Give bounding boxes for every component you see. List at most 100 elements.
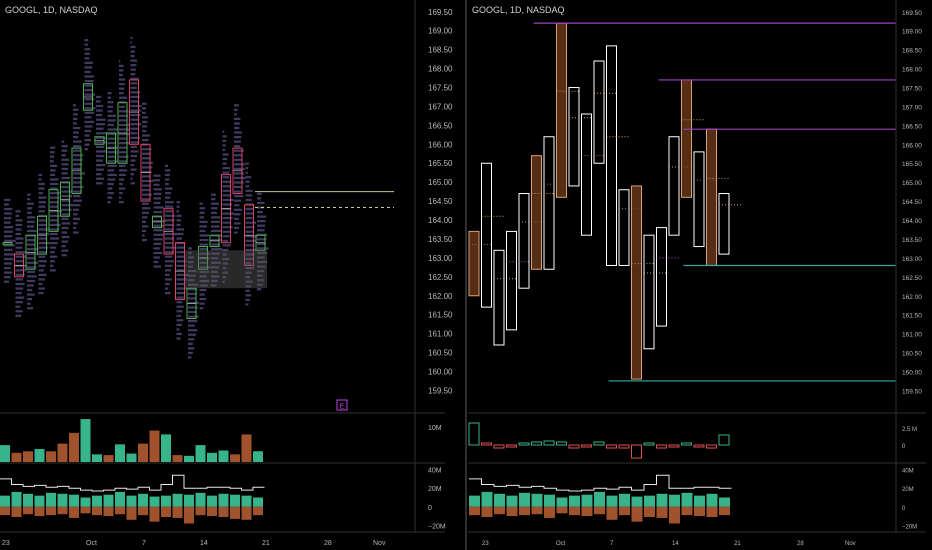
volume-profile-bar xyxy=(234,226,240,230)
y-tick-label: 168.50 xyxy=(428,46,453,55)
volume-profile-bar xyxy=(4,207,13,211)
volume-profile-bar xyxy=(245,285,252,288)
volume-profile-bar xyxy=(176,210,180,213)
volume-profile-bar xyxy=(199,298,207,301)
volume-profile-bar xyxy=(176,314,181,317)
volume-profile-bar xyxy=(142,193,152,196)
delta-bar-negative xyxy=(606,506,618,520)
volume-profile-bar xyxy=(211,284,217,287)
volume-bar xyxy=(718,434,730,446)
volume-profile-bar xyxy=(176,273,189,277)
volume-profile-bar xyxy=(73,226,77,230)
volume-profile-bar xyxy=(27,211,32,214)
volume-profile-bar xyxy=(107,155,116,158)
volume-profile-bar xyxy=(176,201,181,204)
y-tick-label: 0 xyxy=(428,505,432,512)
volume-profile-bar xyxy=(188,265,193,268)
volume-profile-bar xyxy=(245,239,257,242)
volume-profile-bar xyxy=(84,143,90,146)
volume-profile-bar xyxy=(188,256,195,259)
delta-bar-positive xyxy=(138,493,148,507)
volume-bar xyxy=(643,442,655,446)
y-tick-label: 0 xyxy=(902,444,906,450)
volume-profile-bar xyxy=(222,153,229,156)
volume-profile-bar xyxy=(50,246,57,249)
volume-profile-bar xyxy=(50,160,54,163)
volume-profile-bar xyxy=(38,287,45,290)
volume-profile-bar xyxy=(50,223,61,227)
volume-profile-bar xyxy=(84,139,92,142)
volume-profile-bar xyxy=(165,196,171,199)
volume-profile-bar xyxy=(222,139,227,142)
y-tick-label: 169.50 xyxy=(428,8,453,17)
volume-bar xyxy=(138,443,148,462)
range-box xyxy=(618,189,630,266)
volume-profile-bar xyxy=(38,219,47,222)
volume-profile-bar xyxy=(234,154,243,157)
volume-profile-bar xyxy=(61,149,68,152)
volume-profile-bar xyxy=(73,222,78,225)
volume-profile-bar xyxy=(73,185,84,189)
volume-profile-bar xyxy=(107,178,116,181)
range-box xyxy=(706,128,717,266)
volume-profile-bar xyxy=(199,284,208,287)
volume-profile-bar xyxy=(38,232,50,236)
volume-profile-bar xyxy=(130,77,139,80)
volume-profile-bar xyxy=(107,146,119,149)
volume-profile-bar xyxy=(119,178,125,181)
volume-profile-bar xyxy=(119,64,124,67)
volume-profile-bar xyxy=(107,128,118,131)
volume-profile-bar xyxy=(176,287,187,290)
volume-profile-bar xyxy=(119,110,129,113)
volume-profile-bar xyxy=(73,122,77,125)
volume-profile-bar xyxy=(50,255,58,258)
volume-profile-bar xyxy=(142,170,152,174)
delta-bar-negative xyxy=(92,506,102,516)
volume-profile-bar xyxy=(15,242,24,245)
volume-profile-bar xyxy=(245,167,249,170)
y-tick-label: 162.50 xyxy=(902,275,922,282)
volume-profile-bar xyxy=(165,210,173,213)
volume-profile-bar xyxy=(211,243,220,246)
volume-profile-bar xyxy=(245,271,252,274)
volume-profile-bar xyxy=(130,132,138,135)
volume-profile-bar xyxy=(176,228,184,231)
volume-profile-bar xyxy=(107,105,114,108)
volume-profile-bar xyxy=(15,278,24,281)
delta-bar-positive xyxy=(218,493,229,507)
volume-profile-bar xyxy=(15,296,25,299)
volume-bar xyxy=(581,444,592,448)
volume-profile-bar xyxy=(38,269,44,272)
volume-profile-bar xyxy=(15,232,22,236)
volume-bar xyxy=(23,451,33,462)
volume-profile-bar xyxy=(61,185,70,189)
delta-bar-negative xyxy=(184,506,194,524)
volume-profile-bar xyxy=(107,169,115,172)
volume-profile-bar xyxy=(234,108,238,111)
volume-profile-bar xyxy=(27,252,37,255)
volume-bar xyxy=(593,441,605,446)
volume-profile-bar xyxy=(234,122,240,125)
volume-bar xyxy=(207,452,217,462)
volume-profile-bar xyxy=(222,221,232,224)
volume-profile-bar xyxy=(211,229,222,233)
volume-profile-bar xyxy=(73,145,82,148)
delta-bar-positive xyxy=(506,495,518,507)
delta-bar-negative xyxy=(519,506,530,516)
volume-profile-bar xyxy=(176,223,181,227)
delta-bar-negative xyxy=(556,506,568,514)
volume-profile-bar xyxy=(199,202,203,205)
y-tick-label: 20M xyxy=(902,487,914,493)
range-box xyxy=(556,22,567,198)
volume-profile-bar xyxy=(130,127,139,130)
volume-profile-bar xyxy=(257,229,265,232)
delta-bar-positive xyxy=(681,492,693,507)
volume-profile-bar xyxy=(165,219,175,222)
delta-bar-positive xyxy=(694,495,705,507)
delta-bar-positive xyxy=(606,495,618,507)
volume-profile-bar xyxy=(50,205,59,208)
delta-bar-negative xyxy=(253,506,263,516)
volume-profile-bar xyxy=(188,251,192,255)
volume-profile-bar xyxy=(176,264,186,267)
volume-profile-bar xyxy=(130,136,140,139)
